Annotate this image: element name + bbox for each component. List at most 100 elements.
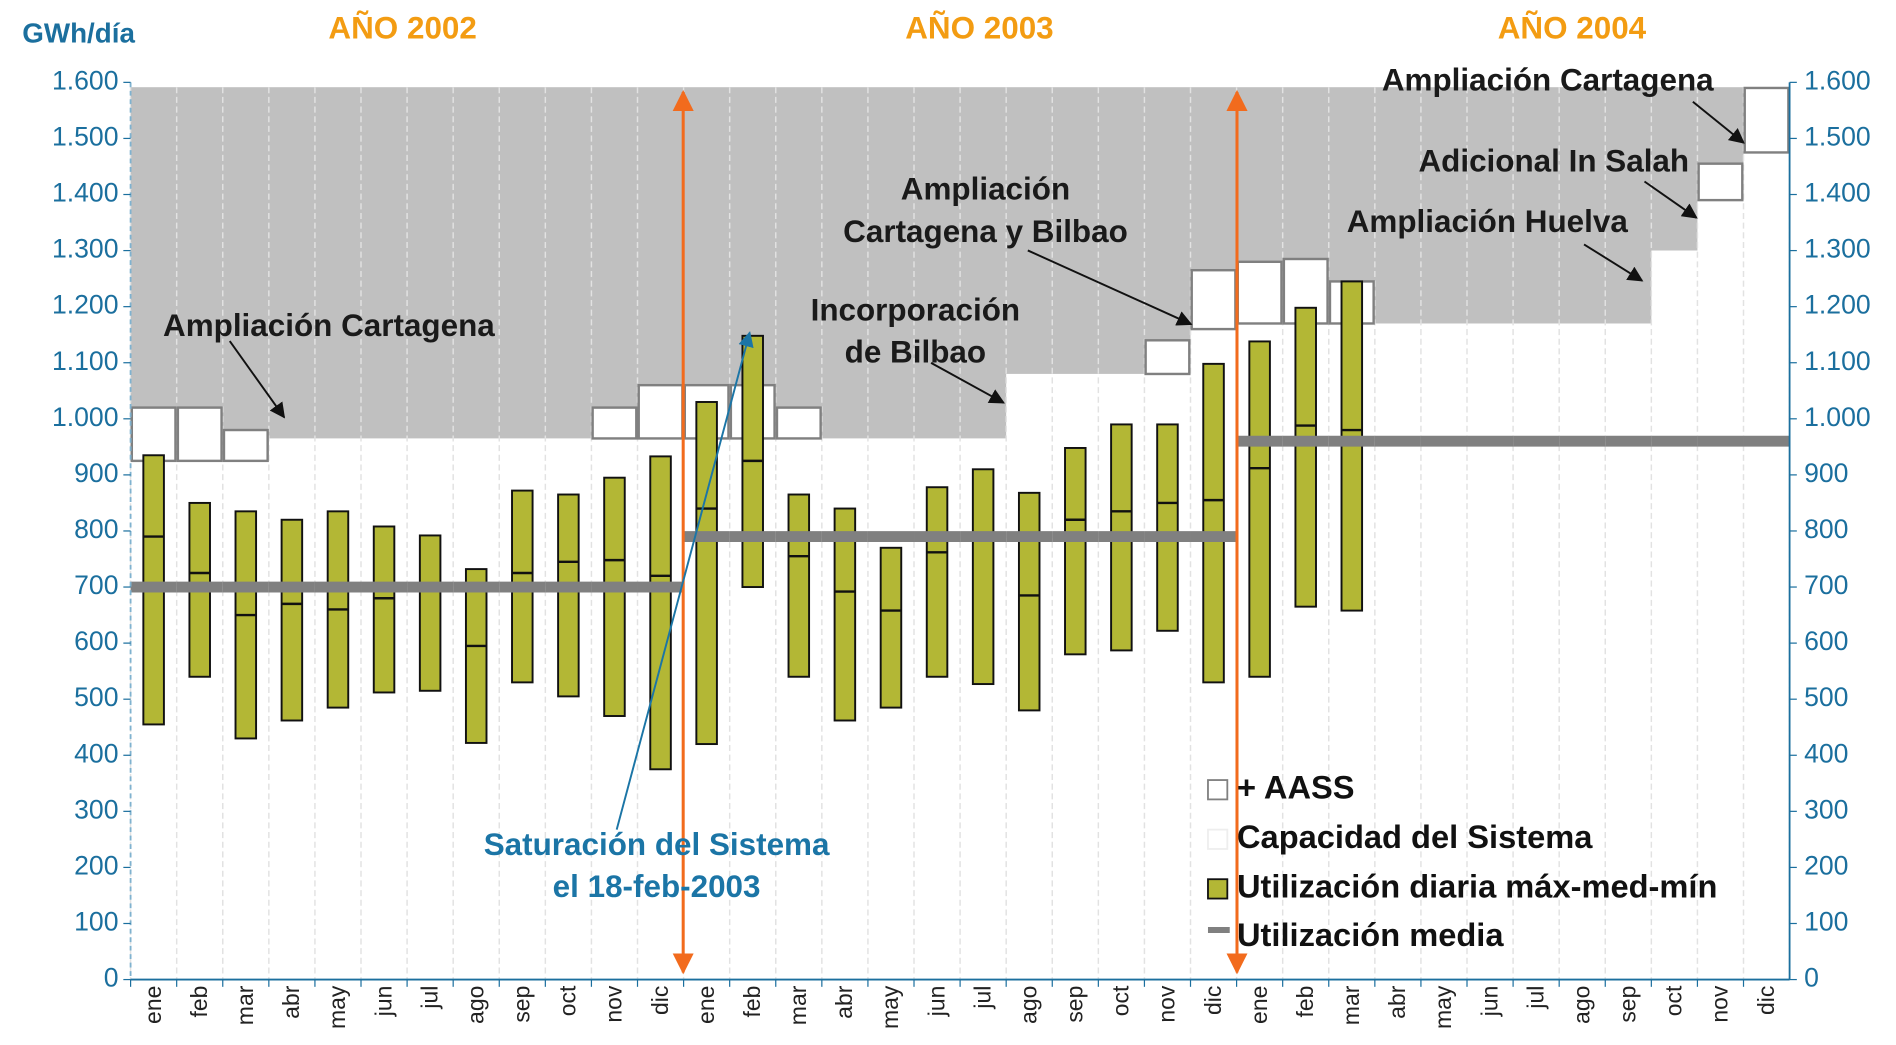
legend-label: Utilización diaria máx-med-mín <box>1237 868 1717 905</box>
aass-box <box>591 406 638 440</box>
gray-zone <box>1144 87 1192 374</box>
year-label: AÑO 2002 <box>328 11 476 46</box>
y2-tick-label: 600 <box>1804 626 1848 656</box>
x-tick-label: may <box>877 985 903 1029</box>
gray-zone <box>453 87 500 439</box>
annotation: Ampliación Cartagena <box>163 308 495 343</box>
y-tick-label: 1.500 <box>52 121 119 151</box>
utilization-range <box>234 510 258 740</box>
capacity <box>407 438 454 980</box>
x-tick-label: may <box>1430 985 1456 1029</box>
legend-icon <box>1207 779 1229 801</box>
y2-tick-label: 1.300 <box>1804 234 1871 264</box>
capacity <box>1605 323 1652 980</box>
x-tick-label: jun <box>923 986 949 1018</box>
utilization-range <box>280 518 304 722</box>
utilization-range <box>925 486 949 678</box>
x-tick-label: ene <box>140 986 166 1024</box>
annotation-arrow <box>1583 243 1644 282</box>
utilization-range <box>879 546 903 709</box>
utilization-range <box>464 568 488 744</box>
aass-box <box>130 406 177 463</box>
y2-tick-label: 800 <box>1804 514 1848 544</box>
x-tick-label: jun <box>1476 986 1502 1018</box>
y-tick-label: 1.200 <box>52 290 119 320</box>
gray-zone <box>867 87 915 439</box>
gray-zone <box>1559 87 1606 324</box>
x-tick-label: feb <box>739 986 765 1018</box>
annotation-arrow <box>1643 180 1698 219</box>
utilization-range <box>1248 340 1271 678</box>
gray-zone <box>1651 87 1699 251</box>
utilization-range <box>1017 491 1041 712</box>
legend-icon <box>1207 878 1229 900</box>
capacity <box>1513 323 1560 980</box>
utilization-range <box>418 534 442 692</box>
x-tick-label: sep <box>1062 986 1088 1023</box>
annotation: Ampliación <box>901 171 1070 206</box>
x-tick-label: abr <box>278 985 304 1019</box>
y-axis-label: GWh/día <box>22 18 135 49</box>
x-tick-label: abr <box>1384 985 1410 1019</box>
gray-zone <box>545 87 593 439</box>
utilization-range <box>1156 423 1179 632</box>
y2-tick-label: 700 <box>1804 570 1848 600</box>
x-tick-label: jul <box>969 986 995 1010</box>
utilization-range <box>971 468 995 686</box>
legend-label: Utilización media <box>1237 916 1504 953</box>
y2-tick-label: 200 <box>1804 850 1848 880</box>
y2-tick-label: 1.000 <box>1804 402 1871 432</box>
x-tick-label: oct <box>555 985 581 1016</box>
gray-zone <box>775 87 823 439</box>
annotation: Ampliación Huelva <box>1347 204 1629 239</box>
y2-tick-label: 100 <box>1804 907 1848 937</box>
y2-tick-label: 1.500 <box>1804 121 1871 151</box>
gray-zone <box>821 87 869 439</box>
x-tick-label: nov <box>1154 985 1180 1023</box>
x-tick-label: dic <box>1200 986 1226 1015</box>
y2-tick-label: 1.100 <box>1804 346 1871 376</box>
gray-zone <box>499 87 546 439</box>
gray-zone <box>176 87 224 461</box>
gray-zone <box>1420 87 1468 324</box>
annotation: Ampliación Cartagena <box>1382 63 1714 98</box>
annotation-arrow <box>930 362 1005 404</box>
legend-label: + AASS <box>1237 768 1355 805</box>
x-tick-label: ene <box>693 986 719 1024</box>
y2-tick-label: 1.600 <box>1804 65 1871 95</box>
y-tick-label: 800 <box>74 514 118 544</box>
capacity <box>1467 323 1514 980</box>
annotation: Incorporación <box>811 292 1021 327</box>
y-tick-label: 300 <box>74 794 118 824</box>
year-label: AÑO 2003 <box>905 11 1053 46</box>
gray-zone <box>1605 87 1652 324</box>
x-tick-label: sep <box>1615 986 1641 1023</box>
x-tick-label: jul <box>416 986 442 1010</box>
annotation-arrow <box>228 340 286 419</box>
y-tick-label: 1.600 <box>52 65 119 95</box>
x-tick-label: sep <box>509 986 535 1023</box>
utilization-range <box>649 455 672 771</box>
capacity <box>1374 323 1421 980</box>
y-tick-label: 900 <box>74 458 118 488</box>
utilization-range <box>1294 306 1317 608</box>
capacity <box>361 438 408 980</box>
gray-zone <box>1098 87 1146 374</box>
capacity <box>1697 200 1744 980</box>
aass-box <box>637 383 684 440</box>
x-tick-label: mar <box>232 985 258 1025</box>
x-tick-label: mar <box>1338 985 1364 1025</box>
capacity <box>867 438 915 980</box>
gray-zone <box>1006 87 1053 374</box>
y-tick-label: 700 <box>74 570 118 600</box>
x-tick-label: oct <box>1661 985 1687 1016</box>
aass-box <box>1743 86 1790 154</box>
x-tick-label: feb <box>186 986 212 1018</box>
gray-zone <box>1467 87 1514 324</box>
gray-zone <box>407 87 454 439</box>
utilization-range <box>787 493 811 678</box>
annotation: Adicional In Salah <box>1418 144 1689 179</box>
y-tick-label: 0 <box>104 963 119 993</box>
x-tick-label: dic <box>1753 986 1779 1015</box>
x-tick-label: dic <box>647 986 673 1015</box>
